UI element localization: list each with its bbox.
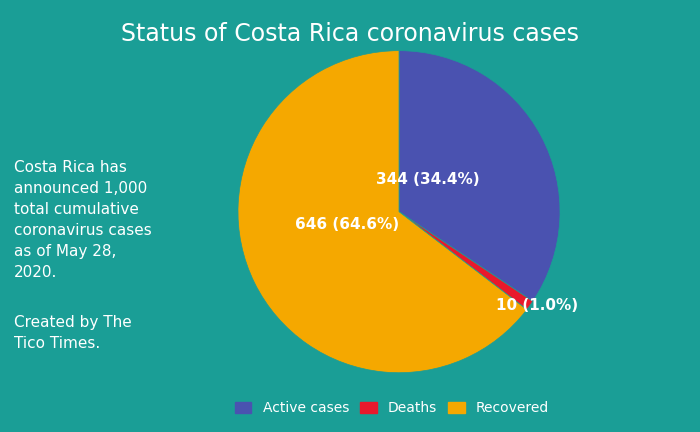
Wedge shape [238,51,527,373]
Legend: Active cases, Deaths, Recovered: Active cases, Deaths, Recovered [229,396,555,421]
Wedge shape [399,51,560,302]
Text: 344 (34.4%): 344 (34.4%) [376,172,480,187]
Wedge shape [399,212,533,310]
Text: Costa Rica has
announced 1,000
total cumulative
coronavirus cases
as of May 28,
: Costa Rica has announced 1,000 total cum… [14,160,152,280]
Text: Created by The
Tico Times.: Created by The Tico Times. [14,315,132,351]
Text: 646 (64.6%): 646 (64.6%) [295,217,400,232]
Text: Status of Costa Rica coronavirus cases: Status of Costa Rica coronavirus cases [121,22,579,46]
Text: 10 (1.0%): 10 (1.0%) [496,298,578,313]
